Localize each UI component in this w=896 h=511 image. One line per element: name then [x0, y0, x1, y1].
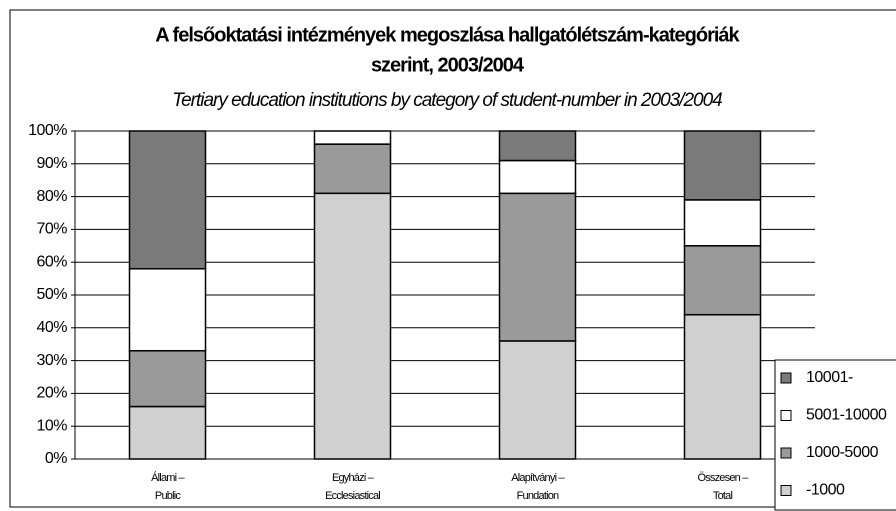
- y-tick-label: 30%: [36, 352, 67, 369]
- legend-box: [774, 359, 896, 511]
- x-tick-label: Egyházi –: [332, 472, 375, 484]
- x-tick-label: Total: [713, 490, 733, 502]
- y-tick-label: 50%: [36, 286, 67, 303]
- legend-label: -1000: [806, 482, 845, 499]
- x-tick-label: Alapítványi –: [511, 472, 565, 484]
- y-tick-label: 80%: [36, 188, 67, 205]
- y-tick-label: 40%: [36, 319, 67, 336]
- bar-segment: [683, 199, 762, 247]
- legend-label: 5001-10000: [806, 407, 887, 424]
- bar-segment: [313, 130, 392, 145]
- legend-label: 10001-: [806, 369, 853, 386]
- bar-segment: [498, 192, 577, 342]
- bar-segment: [683, 130, 762, 201]
- legend-swatch: [780, 410, 792, 421]
- bar-segment: [498, 340, 577, 460]
- y-tick-label: 90%: [36, 155, 67, 172]
- x-tick-label: Fundation: [517, 490, 559, 502]
- y-tick-label: 100%: [28, 122, 67, 139]
- x-tick-label: Állami –: [151, 471, 185, 484]
- y-tick-label: 0%: [45, 450, 67, 467]
- legend-swatch: [780, 372, 792, 384]
- chart-subtitle: Tertiary education institutions by categ…: [172, 90, 722, 111]
- legend-label: 1000-5000: [806, 444, 879, 461]
- x-tick-label: Ecclesiastical: [325, 490, 380, 502]
- chart-title: A felsőoktatási intézmények megoszlása h…: [155, 24, 740, 46]
- bar-segment: [313, 143, 392, 195]
- bar-segment: [128, 350, 207, 408]
- bar-segment: [128, 405, 207, 460]
- legend-swatch: [780, 447, 792, 459]
- bar-segment: [128, 268, 207, 352]
- bar-segment: [683, 245, 762, 316]
- x-tick-label: Összesen –: [697, 472, 749, 484]
- bar-segment: [313, 192, 392, 460]
- y-tick-label: 70%: [36, 221, 67, 238]
- x-tick-label: Public: [155, 490, 181, 502]
- legend-swatch: [780, 485, 792, 496]
- bar-segment: [498, 130, 577, 162]
- y-tick-label: 10%: [36, 417, 67, 434]
- bar-segment: [128, 130, 207, 270]
- y-tick-label: 20%: [36, 385, 67, 402]
- bar-segment: [683, 313, 762, 460]
- chart-title: szerint, 2003/2004: [371, 54, 525, 76]
- bar-segment: [498, 159, 577, 195]
- y-tick-label: 60%: [36, 253, 67, 270]
